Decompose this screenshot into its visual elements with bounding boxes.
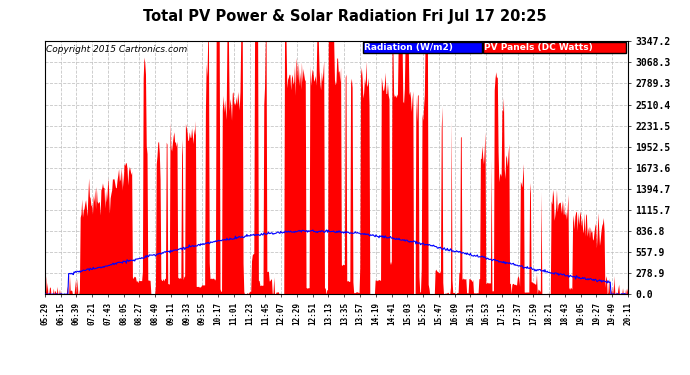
Text: Copyright 2015 Cartronics.com: Copyright 2015 Cartronics.com	[46, 45, 187, 54]
FancyBboxPatch shape	[483, 42, 626, 52]
FancyBboxPatch shape	[363, 42, 482, 52]
Text: Radiation (W/m2): Radiation (W/m2)	[364, 44, 453, 52]
Text: PV Panels (DC Watts): PV Panels (DC Watts)	[484, 44, 593, 52]
Text: Total PV Power & Solar Radiation Fri Jul 17 20:25: Total PV Power & Solar Radiation Fri Jul…	[144, 9, 546, 24]
